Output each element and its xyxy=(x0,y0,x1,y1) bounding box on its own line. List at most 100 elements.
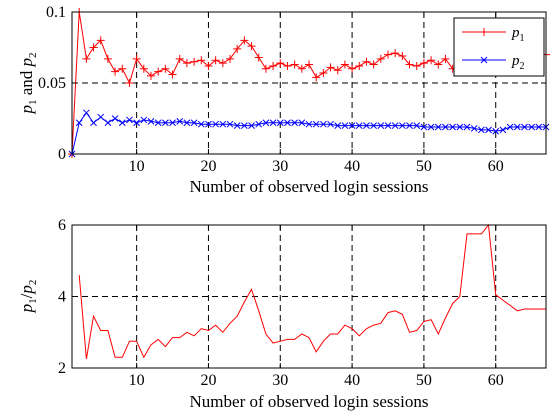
top-p1-data-point xyxy=(340,60,349,69)
top-p2-data-point xyxy=(485,126,492,134)
top-p2-data-point xyxy=(406,122,413,129)
top-p2-data-point xyxy=(499,126,507,134)
top-p2-data-point xyxy=(255,120,263,128)
top-x-tick-label: 20 xyxy=(200,158,216,175)
bottom-x-tick-label: 60 xyxy=(488,372,504,389)
bottom-x-axis-label: Number of observed login sessions xyxy=(190,392,429,411)
top-p1-data-point xyxy=(197,56,206,65)
top-p2-data-point xyxy=(377,122,385,129)
top-p1-data-point xyxy=(254,53,263,62)
top-p2-data-point xyxy=(355,122,363,129)
top-p2-data-point xyxy=(434,123,442,131)
top-p1-data-point xyxy=(182,59,191,68)
top-p2-data-point xyxy=(334,122,342,129)
top-p1-data-point xyxy=(204,61,213,70)
bottom-y-tick-label: 4 xyxy=(58,289,66,306)
top-p1-data-point xyxy=(441,54,450,63)
top-x-tick-label: 10 xyxy=(129,158,145,175)
top-p1-data-point xyxy=(405,60,414,69)
top-p1-data-point xyxy=(96,36,105,45)
top-p2-data-point xyxy=(348,122,356,129)
top-p1-data-point xyxy=(384,50,392,59)
top-p1-data-point xyxy=(240,36,249,45)
top-p1-data-point xyxy=(269,61,278,70)
legend-p2-label: p2 xyxy=(511,53,525,72)
top-p2-data-point xyxy=(248,122,255,129)
top-p2-data-point xyxy=(197,120,205,128)
top-p2-data-point xyxy=(463,123,471,131)
top-p2-data-point xyxy=(147,117,155,125)
top-p2-data-point xyxy=(305,120,313,128)
bottom-x-tick-label: 40 xyxy=(344,372,360,389)
top-p2-data-point xyxy=(535,123,543,131)
top-p2-data-point xyxy=(528,123,535,131)
top-p2-data-point xyxy=(320,120,327,128)
top-p1-data-point xyxy=(319,69,328,78)
bottom-x-tick-label: 30 xyxy=(272,372,288,389)
top-p2-data-point xyxy=(384,122,392,129)
top-p2-data-point xyxy=(241,122,248,129)
bottom-chart: 10 20 30 40 50 60 2 4 6 Number of observed login… xyxy=(17,217,547,411)
top-p1-data-point xyxy=(376,54,385,63)
top-p1-data-point xyxy=(218,59,227,68)
top-p1-data-point xyxy=(175,54,184,63)
legend-p2-marker xyxy=(480,56,488,64)
bottom-y-axis-label: p1/p2 xyxy=(17,280,39,314)
top-p1-data-point xyxy=(111,67,120,76)
top-p1-data-point xyxy=(147,71,155,80)
top-p1-data-point xyxy=(154,67,163,76)
top-p1-data-point xyxy=(190,57,199,66)
top-p1-data-point xyxy=(398,52,407,61)
top-p2-data-point xyxy=(83,109,90,117)
top-p2-data-point xyxy=(478,126,485,134)
top-p2-data-point xyxy=(126,116,133,124)
top-p1-data-point xyxy=(89,43,98,52)
top-p1-data-point xyxy=(355,61,364,70)
top-p2-data-point xyxy=(140,116,148,124)
top-p1-data-point xyxy=(297,64,306,73)
top-p2-data-point xyxy=(212,120,219,128)
top-p2-data-point xyxy=(399,122,406,129)
top-p2-data-point xyxy=(97,113,105,121)
top-p1-data-point xyxy=(391,49,400,58)
bottom-y-tick-label: 6 xyxy=(58,217,66,234)
legend-p1-marker xyxy=(480,28,488,36)
top-p1-data-point xyxy=(348,64,357,73)
top-p1-data-point xyxy=(247,42,256,51)
top-p2-data-point xyxy=(291,119,298,127)
top-p2-data-point xyxy=(104,119,112,127)
top-p2-data-point xyxy=(284,119,291,127)
top-p1-data-point xyxy=(369,60,378,69)
top-p2-data-point xyxy=(506,123,514,131)
top-p1-data-point xyxy=(333,66,342,75)
top-p2-data-point xyxy=(312,120,320,128)
top-p2-data-point xyxy=(219,120,227,128)
top-axis-ticks xyxy=(72,11,546,155)
top-p2-data-point xyxy=(492,127,500,135)
top-p2-data-point xyxy=(341,122,349,129)
top-p2-data-point xyxy=(75,119,83,127)
top-p1-data-point xyxy=(139,64,148,73)
top-p1-data-point xyxy=(233,44,242,53)
top-p1-data-point xyxy=(132,54,141,63)
top-p1-data-point xyxy=(118,64,127,73)
bottom-series-series-1-line xyxy=(78,223,546,360)
bottom-x-tick-label: 50 xyxy=(416,372,432,389)
top-p1-data-point xyxy=(290,60,299,69)
top-p2-data-point xyxy=(456,123,464,131)
top-p2-data-point xyxy=(449,123,456,131)
legend: p1 p2 xyxy=(453,17,545,77)
top-p2-data-point xyxy=(233,122,241,129)
top-p2-data-point xyxy=(226,120,234,128)
top-p2-data-point xyxy=(470,125,478,132)
bottom-x-tick-label: 20 xyxy=(200,372,216,389)
top-x-axis-label: Number of observed login sessions xyxy=(190,177,429,196)
top-y-tick-label: 0.05 xyxy=(38,75,66,92)
legend-box xyxy=(453,17,545,77)
top-y-tick-label: 0.1 xyxy=(46,4,66,21)
top-p2-data-point xyxy=(298,119,306,127)
top-tick-labels: 10 20 30 40 50 60 0 0.05 0.1 xyxy=(38,4,504,175)
top-p1-data-point xyxy=(283,61,292,70)
top-x-tick-label: 40 xyxy=(344,158,360,175)
